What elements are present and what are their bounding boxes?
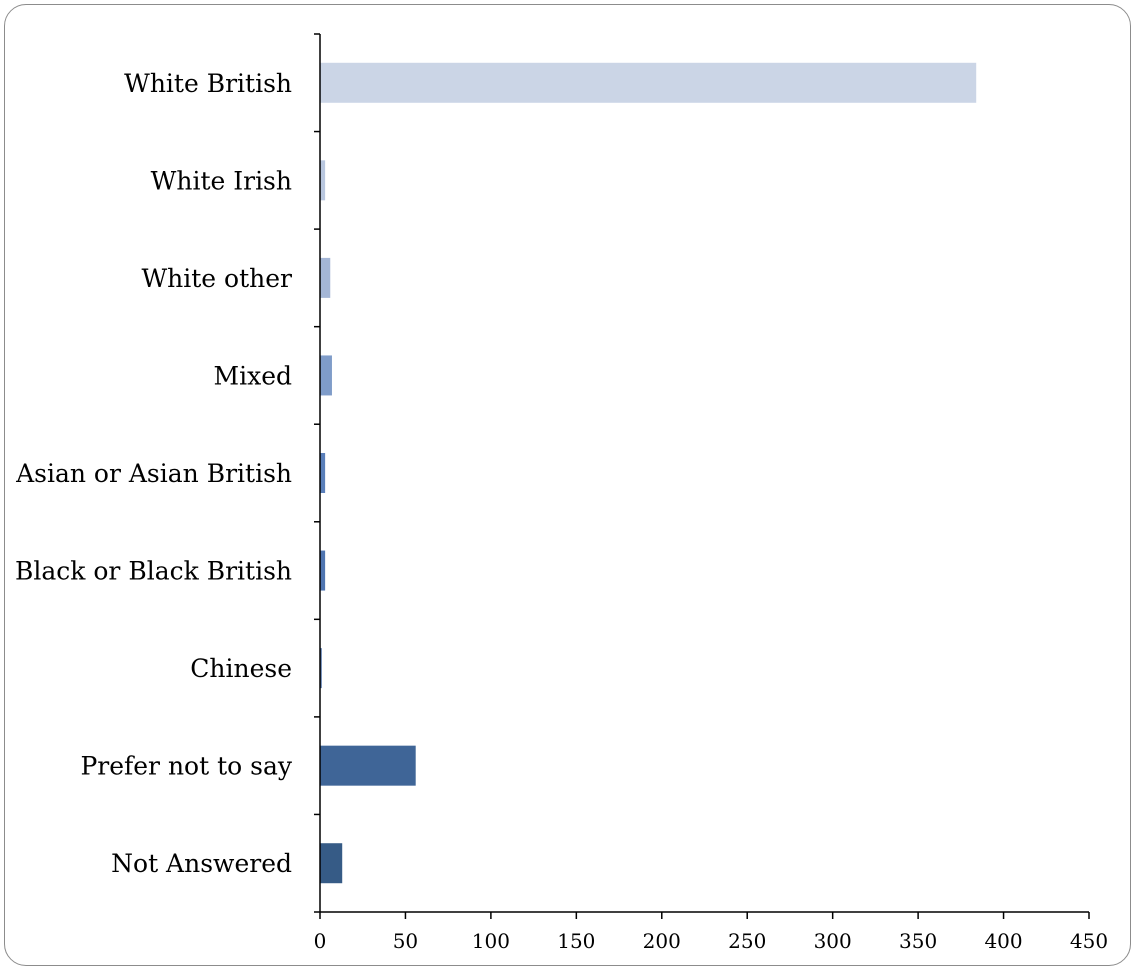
bar-black-or-black-british — [320, 550, 326, 591]
category-label: White British — [124, 69, 292, 98]
x-tick-labels: 0 50 100 150 200 250 300 350 400 450 — [314, 929, 1108, 953]
bar-chinese — [320, 648, 322, 689]
y-ticks-group — [314, 33, 320, 913]
category-label: Mixed — [214, 361, 293, 390]
category-label: White Irish — [151, 166, 292, 195]
x-tick-label: 250 — [728, 929, 766, 953]
axes-group — [319, 34, 1089, 913]
bar-asian-or-asian-british — [320, 453, 326, 493]
category-label: White other — [141, 264, 292, 293]
x-tick-label: 50 — [393, 929, 418, 953]
category-label: Asian or Asian British — [15, 459, 292, 488]
bar-white-british — [320, 62, 977, 103]
x-tick-label: 350 — [899, 929, 937, 953]
bar-not-answered — [320, 843, 343, 884]
bars-group — [320, 62, 977, 884]
x-ticks-group — [319, 912, 1090, 919]
category-label: Not Answered — [111, 849, 292, 878]
x-tick-label: 400 — [984, 929, 1022, 953]
bar-mixed — [320, 355, 332, 396]
x-tick-label: 200 — [643, 929, 681, 953]
category-label: Prefer not to say — [80, 752, 292, 781]
x-tick-label: 450 — [1070, 929, 1108, 953]
x-tick-label: 0 — [314, 929, 327, 953]
x-tick-label: 300 — [814, 929, 852, 953]
category-label: Black or Black British — [15, 557, 292, 586]
category-label: Chinese — [190, 654, 292, 683]
x-tick-label: 150 — [557, 929, 595, 953]
x-tick-label: 100 — [472, 929, 510, 953]
bar-white-other — [320, 257, 331, 298]
bar-white-irish — [320, 160, 326, 201]
chart-frame — [4, 4, 1131, 966]
category-labels: White British White Irish White other Mixed… — [15, 69, 293, 878]
bar-prefer-not-to-say — [320, 745, 416, 786]
